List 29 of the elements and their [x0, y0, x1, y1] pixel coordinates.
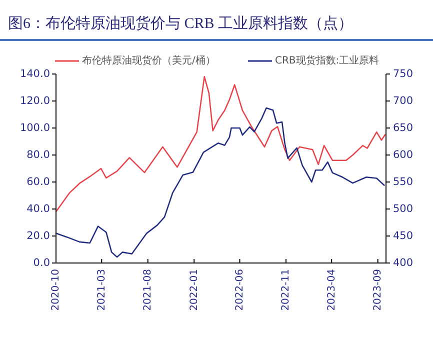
y2-tick-label: 700	[393, 94, 414, 107]
x-tick-label: 2021-03	[96, 269, 108, 311]
x-tick-label: 2020-10	[50, 269, 62, 311]
y2-tick-label: 400	[393, 256, 414, 269]
line-series	[55, 107, 385, 258]
y-tick-label: 140.0	[20, 68, 50, 80]
chart-title: 图6：布伦特原油现货价与 CRB 工业原料指数（点）	[8, 15, 354, 32]
y-tick-label: 60.0	[26, 176, 50, 188]
legend-label: 布伦特原油现货价（美元/桶）	[82, 54, 216, 67]
y2-tick-label: 750	[393, 68, 414, 80]
x-tick-label: 2022-06	[234, 269, 246, 311]
x-tick-label: 2022-01	[188, 269, 200, 311]
y2-tick-label: 650	[393, 122, 414, 134]
y-tick-label: 0.0	[33, 256, 50, 269]
y2-tick-label: 450	[393, 230, 414, 242]
y-tick-label: 100.0	[20, 122, 50, 134]
x-tick-label: 2023-04	[326, 269, 338, 311]
x-tick-label: 2022-11	[280, 269, 292, 311]
y-tick-label: 20.0	[26, 230, 50, 242]
y2-tick-label: 500	[393, 202, 414, 215]
y-tick-label: 40.0	[26, 202, 50, 215]
y-tick-label: 80.0	[26, 148, 50, 161]
line-series	[55, 76, 386, 212]
y2-tick-label: 600	[393, 148, 414, 161]
y-tick-label: 120.0	[20, 94, 50, 107]
x-tick-label: 2021-08	[142, 269, 154, 311]
x-tick-label: 2023-09	[372, 269, 384, 311]
y2-tick-label: 550	[393, 176, 414, 188]
legend-label: CRB现货指数:工业原料	[275, 54, 380, 67]
